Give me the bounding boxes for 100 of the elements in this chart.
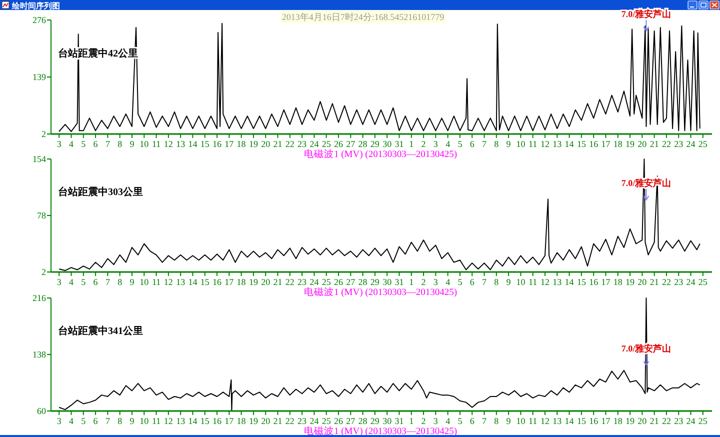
line-series [58, 298, 700, 412]
x-tick-label: 27 [346, 416, 356, 426]
x-tick-label: 25 [698, 277, 708, 287]
x-tick-label: 17 [601, 277, 611, 287]
x-tick-label: 6 [470, 416, 475, 426]
x-tick-label: 20 [261, 277, 271, 287]
y-tick-label: 276 [32, 15, 46, 25]
x-tick-label: 20 [638, 416, 648, 426]
annotation: 台站距震中303公里 [58, 186, 143, 198]
x-tick-label: 16 [212, 277, 222, 287]
x-tick-label: 12 [540, 277, 550, 287]
x-tick-label: 31 [394, 139, 404, 149]
x-tick-label: 8 [118, 139, 123, 149]
x-tick-label: 7 [105, 139, 110, 149]
y-tick-label: 154 [32, 154, 46, 164]
x-tick-label: 4 [68, 416, 74, 426]
x-tick-label: 19 [248, 139, 258, 149]
x-tick-label: 28 [358, 416, 368, 426]
annotation: 7.0/雅安芦山 [621, 8, 672, 19]
x-tick-label: 5 [458, 139, 463, 149]
x-tick-label: 11 [152, 416, 161, 426]
x-tick-label: 30 [382, 416, 392, 426]
x-tick-label: 13 [552, 416, 562, 426]
x-tick-label: 6 [93, 416, 98, 426]
x-tick-label: 13 [176, 416, 186, 426]
x-tick-label: 5 [81, 416, 86, 426]
x-tick-label: 15 [576, 277, 586, 287]
x-tick-label: 16 [589, 416, 599, 426]
x-tick-label: 10 [516, 139, 526, 149]
x-tick-label: 19 [248, 416, 258, 426]
x-tick-label: 20 [261, 416, 271, 426]
x-tick-label: 17 [601, 139, 611, 149]
x-tick-label: 12 [540, 416, 550, 426]
x-tick-label: 2 [421, 416, 426, 426]
x-tick-label: 12 [164, 277, 173, 287]
x-tick-label: 11 [528, 139, 538, 149]
x-tick-label: 12 [164, 416, 173, 426]
x-tick-label: 17 [224, 416, 234, 426]
x-tick-label: 14 [188, 277, 198, 287]
x-tick-label: 4 [446, 416, 451, 426]
x-tick-label: 23 [298, 416, 308, 426]
x-tick-label: 21 [273, 416, 282, 426]
x-tick-label: 5 [458, 277, 463, 287]
x-tick-label: 10 [516, 277, 526, 287]
x-tick-label: 3 [433, 277, 438, 287]
x-tick-label: 24 [310, 139, 320, 149]
x-tick-label: 22 [285, 277, 294, 287]
x-tick-label: 8 [118, 277, 123, 287]
x-tick-label: 7 [105, 277, 110, 287]
x-tick-label: 26 [334, 416, 344, 426]
x-tick-label: 17 [224, 139, 234, 149]
x-tick-label: 2 [421, 139, 426, 149]
x-tick-label: 18 [613, 416, 623, 426]
x-tick-label: 23 [674, 416, 684, 426]
x-tick-label: 27 [346, 139, 356, 149]
x-tick-label: 15 [200, 277, 210, 287]
x-tick-label: 10 [140, 416, 150, 426]
y-tick-label: 138 [32, 350, 46, 360]
x-tick-label: 1 [409, 139, 414, 149]
x-axis-title: 电磁波1 (MV) (20130303—20130425) [304, 148, 457, 160]
x-tick-label: 6 [470, 139, 475, 149]
x-tick-label: 29 [370, 277, 380, 287]
x-tick-label: 7 [482, 139, 488, 149]
x-tick-label: 27 [346, 277, 356, 287]
x-tick-label: 13 [552, 277, 562, 287]
x-tick-label: 13 [176, 277, 186, 287]
x-tick-label: 3 [433, 416, 438, 426]
x-tick-label: 24 [686, 139, 696, 149]
x-tick-label: 10 [140, 277, 150, 287]
x-tick-label: 8 [494, 277, 500, 287]
x-tick-label: 9 [130, 277, 135, 287]
x-tick-label: 30 [382, 139, 392, 149]
x-tick-label: 21 [273, 139, 282, 149]
x-tick-label: 3 [56, 416, 62, 426]
x-tick-label: 29 [370, 139, 380, 149]
x-tick-label: 25 [698, 139, 708, 149]
x-tick-label: 24 [310, 277, 320, 287]
y-tick-label: 78 [37, 210, 46, 220]
x-tick-label: 9 [130, 416, 135, 426]
x-tick-label: 17 [224, 277, 234, 287]
x-tick-label: 9 [130, 139, 135, 149]
x-tick-label: 25 [322, 139, 332, 149]
x-tick-label: 12 [164, 139, 173, 149]
y-tick-label: 2 [42, 267, 46, 277]
x-tick-label: 16 [212, 139, 222, 149]
x-tick-label: 19 [626, 277, 636, 287]
x-tick-label: 9 [506, 416, 512, 426]
x-tick-label: 4 [68, 139, 74, 149]
y-tick-label: 2 [42, 129, 46, 139]
x-tick-label: 25 [322, 277, 332, 287]
x-tick-label: 3 [433, 139, 438, 149]
x-tick-label: 29 [370, 416, 380, 426]
x-tick-label: 11 [528, 277, 538, 287]
x-tick-label: 21 [650, 416, 659, 426]
x-tick-label: 9 [506, 139, 512, 149]
x-tick-label: 16 [589, 139, 599, 149]
x-tick-label: 4 [446, 139, 451, 149]
x-tick-label: 23 [674, 139, 684, 149]
x-tick-label: 20 [638, 277, 648, 287]
x-tick-label: 1 [409, 416, 414, 426]
